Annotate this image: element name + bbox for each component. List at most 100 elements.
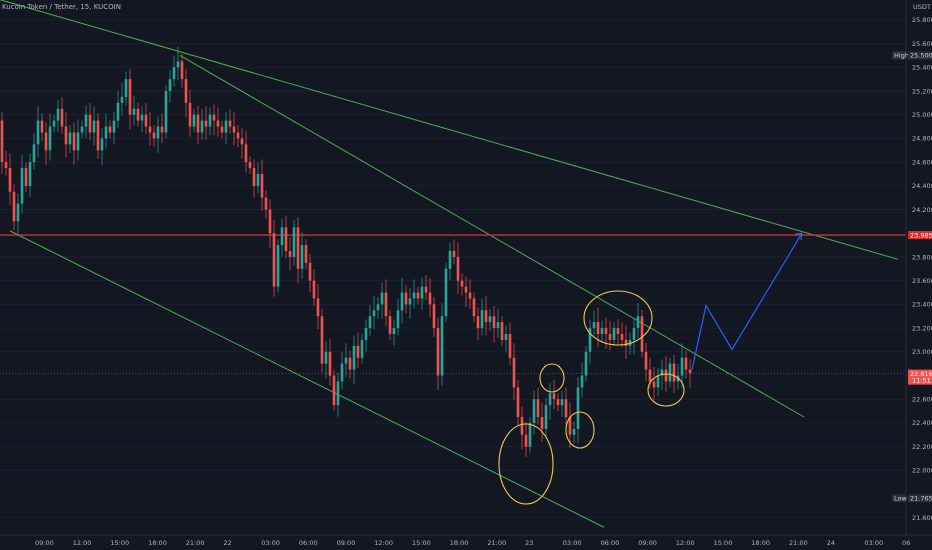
- candle-body-48: [188, 102, 192, 127]
- projection-path: [691, 232, 803, 370]
- candle-body-35: [136, 108, 140, 121]
- svg-text:23.985: 23.985: [910, 231, 932, 239]
- candle-body-39: [152, 132, 156, 139]
- candle-body-154: [612, 328, 616, 340]
- price-tick-5: 24.800: [912, 135, 932, 143]
- time-tick-14: 03:00: [563, 539, 582, 547]
- candle-body-120: [476, 316, 480, 329]
- candle-body-37: [144, 114, 148, 127]
- candle-body-141: [560, 399, 564, 406]
- candle-body-149: [592, 322, 596, 329]
- candle-body-121: [480, 310, 484, 329]
- time-tick-2: 15:00: [110, 539, 129, 547]
- time-tick-15: 06:00: [601, 539, 620, 547]
- candle-body-104: [412, 292, 416, 299]
- candle-body-58: [228, 120, 232, 127]
- time-tick-21: 24: [827, 539, 835, 547]
- candle-body-75: [296, 227, 300, 269]
- candle-body-96: [380, 292, 384, 305]
- trendlines: [0, 0, 899, 528]
- candle-body-13: [48, 126, 52, 151]
- candle-body-3: [8, 168, 12, 192]
- candle-body-27: [104, 126, 108, 139]
- candle-body-45: [176, 61, 180, 68]
- low-tag: Low 21.765: [892, 494, 932, 503]
- candle-body-10: [36, 120, 40, 145]
- candle-body-138: [548, 393, 552, 406]
- candle-body-23: [88, 114, 92, 133]
- grid-lines: [0, 19, 906, 519]
- price-tick-10: 23.600: [912, 277, 932, 285]
- time-tick-18: 15:00: [714, 539, 733, 547]
- currency-label: USDT: [913, 3, 931, 11]
- high-tag: High 25.500: [892, 51, 932, 60]
- candle-body-172: [684, 357, 688, 370]
- candle-body-108: [428, 292, 432, 305]
- candle-body-85: [336, 381, 340, 406]
- candle-body-72: [284, 227, 288, 252]
- time-tick-20: 21:00: [789, 539, 808, 547]
- candle-body-133: [528, 422, 532, 447]
- price-axis[interactable]: [906, 0, 932, 550]
- candle-body-57: [224, 120, 228, 133]
- candle-body-171: [680, 357, 684, 376]
- candle-body-60: [236, 132, 240, 139]
- candle-body-78: [308, 262, 312, 281]
- candle-body-91: [360, 339, 364, 358]
- candle-body-110: [436, 328, 440, 376]
- candle-body-129: [512, 357, 516, 388]
- candle-body-101: [400, 292, 404, 311]
- price-tick-1: 25.600: [912, 40, 932, 48]
- candle-body-29: [112, 120, 116, 133]
- candle-body-115: [456, 256, 460, 281]
- highlight-circles: [498, 290, 685, 505]
- trendline-middle: [179, 54, 805, 418]
- time-tick-17: 12:00: [676, 539, 695, 547]
- candle-body-49: [192, 114, 196, 127]
- candle-body-92: [364, 328, 368, 340]
- time-tick-9: 12:00: [374, 539, 393, 547]
- candle-body-152: [604, 328, 608, 335]
- price-tick-3: 25.200: [912, 87, 932, 95]
- candle-body-99: [392, 328, 396, 335]
- highlight-circle-0: [498, 423, 554, 505]
- time-tick-3: 18:00: [148, 539, 167, 547]
- candle-body-26: [100, 138, 104, 151]
- candle-body-144: [572, 428, 576, 435]
- candle-body-66: [260, 173, 264, 198]
- price-tick-4: 25.000: [912, 111, 932, 119]
- candle-body-28: [108, 126, 112, 133]
- candle-body-105: [416, 292, 420, 299]
- candle-body-173: [688, 369, 692, 374]
- svg-text:High: High: [894, 52, 909, 60]
- candle-body-136: [540, 417, 544, 429]
- candle-body-43: [168, 79, 172, 91]
- candle-body-140: [556, 399, 560, 406]
- candle-body-143: [568, 417, 572, 435]
- candle-body-161: [640, 316, 644, 352]
- candle-body-168: [668, 363, 672, 382]
- time-tick-1: 12:00: [73, 539, 92, 547]
- candle-body-46: [180, 61, 184, 80]
- candle-body-36: [140, 114, 144, 121]
- candle-body-86: [340, 363, 344, 382]
- candle-body-125: [496, 322, 500, 329]
- candle-body-111: [440, 316, 444, 376]
- candle-body-87: [344, 357, 348, 364]
- candle-body-89: [352, 345, 356, 370]
- candle-body-80: [316, 298, 320, 317]
- candle-body-16: [60, 108, 64, 127]
- candle-body-102: [404, 292, 408, 305]
- time-ticks[interactable]: 09:00 12:00 15:00 18:00 21:00 22 03:00 06:00 09:…: [35, 539, 910, 547]
- time-tick-7: 06:00: [299, 539, 318, 547]
- candle-body-33: [128, 79, 132, 115]
- candle-body-1: [0, 120, 4, 163]
- price-tick-15: 22.400: [912, 419, 932, 427]
- candle-body-55: [216, 120, 220, 127]
- candle-body-4: [12, 191, 16, 222]
- candle-body-67: [264, 197, 268, 210]
- candle-body-8: [28, 162, 32, 186]
- candle-body-163: [648, 369, 652, 382]
- candle-body-128: [508, 334, 512, 358]
